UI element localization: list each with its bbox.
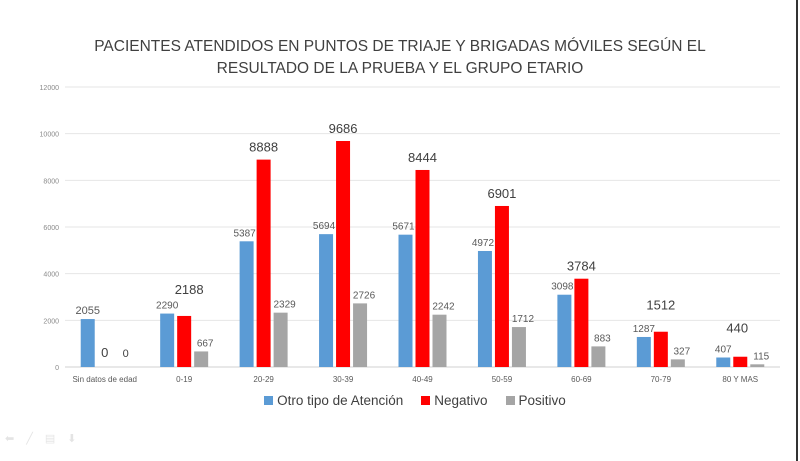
data-label: 2329 (273, 300, 296, 311)
x-tick-label: 20-29 (253, 375, 274, 384)
x-tick-label: 70-79 (651, 375, 672, 384)
bar-positivo (670, 359, 685, 367)
x-tick-label: 40-49 (412, 375, 433, 384)
data-label: 8444 (408, 150, 437, 165)
legend-label-negativo: Negativo (434, 393, 488, 408)
data-label: 407 (715, 345, 732, 356)
x-tick-label: 60-69 (571, 375, 592, 384)
y-tick-label: 2000 (43, 318, 59, 325)
data-label: 5694 (313, 221, 336, 232)
bar-positivo (432, 314, 447, 367)
next-icon[interactable]: ⬇ (67, 433, 77, 445)
legend-label-otro: Otro tipo de Atención (277, 393, 404, 408)
bar-positivo (591, 346, 606, 367)
data-label: 883 (594, 333, 611, 344)
legend-swatch-negativo (421, 396, 431, 405)
bar-otro-tipo-de-atenci-n (319, 234, 334, 367)
data-label: 2290 (156, 301, 179, 312)
bar-positivo (273, 312, 288, 367)
data-label: 4972 (472, 238, 495, 249)
window-border (796, 0, 798, 461)
menu-icon[interactable]: ▤ (44, 433, 56, 445)
bar-negativo (733, 356, 748, 367)
chart-legend: Otro tipo de Atención Negativo Positivo (0, 393, 800, 408)
data-label: 1712 (512, 314, 535, 325)
x-tick-label: 80 Y MAS (722, 375, 758, 384)
data-label: 8888 (249, 140, 278, 155)
bar-otro-tipo-de-atenci-n (160, 313, 175, 367)
data-label: 9686 (329, 121, 358, 136)
data-label: 2188 (175, 282, 204, 297)
y-tick-label: 10000 (40, 132, 60, 139)
data-label: 2055 (75, 305, 99, 317)
data-label: 2242 (432, 302, 455, 313)
bar-negativo (494, 205, 509, 367)
bar-otro-tipo-de-atenci-n (636, 336, 651, 367)
legend-swatch-otro (264, 396, 274, 405)
prev-icon[interactable]: ⬅ (5, 433, 15, 445)
data-label: 2726 (353, 290, 376, 301)
data-label: 5387 (233, 228, 256, 239)
y-tick-label: 4000 (43, 272, 59, 279)
data-label: 327 (673, 346, 690, 357)
y-tick-label: 12000 (40, 85, 60, 92)
legend-item-positivo: Positivo (505, 393, 566, 408)
data-label: 0 (101, 345, 108, 360)
chart-title-line-2: RESULTADO DE LA PRUEBA Y EL GRUPO ETARIO (216, 60, 584, 77)
bar-negativo (574, 278, 589, 367)
slideshow-controls: ⬅ ╱ ▤ ⬇ (5, 432, 76, 445)
bar-positivo (194, 351, 209, 367)
x-tick-label: Sin datos de edad (72, 375, 137, 384)
data-label: 3098 (551, 282, 574, 293)
chart-title-line-1: PACIENTES ATENDIDOS EN PUNTOS DE TRIAJE … (94, 38, 706, 55)
bar-otro-tipo-de-atenci-n (80, 319, 95, 367)
bar-negativo (336, 140, 351, 367)
data-label: 0 (123, 348, 129, 360)
data-label: 6901 (487, 186, 516, 201)
x-tick-label: 50-59 (492, 375, 513, 384)
legend-swatch-positivo (505, 396, 515, 405)
legend-item-negativo: Negativo (421, 393, 488, 408)
data-label: 1287 (633, 324, 656, 335)
x-tick-label: 0-19 (176, 375, 193, 384)
data-label: 5671 (392, 222, 415, 233)
bar-negativo (177, 315, 192, 367)
legend-label-positivo: Positivo (518, 393, 566, 408)
data-label: 115 (753, 351, 769, 362)
y-tick-label: 8000 (43, 178, 59, 185)
bar-positivo (353, 303, 368, 367)
bar-otro-tipo-de-atenci-n (557, 294, 572, 367)
bar-otro-tipo-de-atenci-n (477, 250, 492, 367)
bar-negativo (415, 169, 430, 367)
data-label: 3784 (567, 259, 596, 274)
x-tick-label: 30-39 (333, 375, 354, 384)
bar-otro-tipo-de-atenci-n (239, 241, 254, 367)
data-label: 667 (197, 338, 214, 349)
bar-negativo (653, 331, 668, 367)
bar-otro-tipo-de-atenci-n (398, 234, 413, 367)
y-tick-label: 6000 (43, 225, 59, 232)
data-label: 1512 (646, 298, 675, 313)
data-label: 440 (726, 321, 748, 336)
bar-otro-tipo-de-atenci-n (716, 357, 731, 367)
bar-negativo (256, 159, 271, 367)
bar-positivo (750, 364, 765, 367)
bar-positivo (511, 327, 526, 367)
pen-icon[interactable]: ╱ (26, 433, 33, 445)
y-tick-label: 0 (55, 365, 59, 372)
legend-item-otro: Otro tipo de Atención (264, 393, 403, 408)
